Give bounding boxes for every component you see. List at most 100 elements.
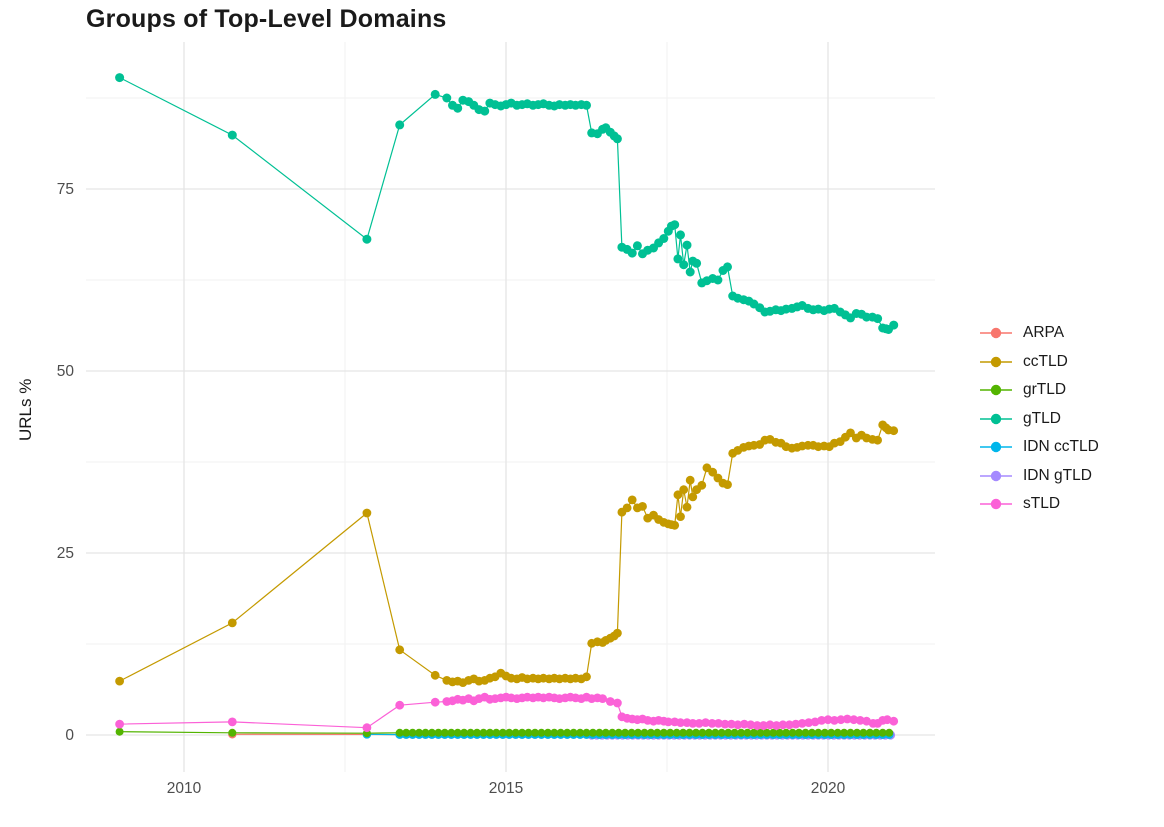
data-point bbox=[228, 728, 237, 737]
data-point bbox=[430, 670, 440, 680]
data-point bbox=[833, 728, 842, 737]
data-point bbox=[666, 728, 675, 737]
data-point bbox=[795, 728, 803, 737]
data-point bbox=[227, 618, 237, 628]
data-point bbox=[395, 645, 405, 655]
data-point bbox=[466, 728, 475, 737]
data-point bbox=[550, 728, 559, 737]
data-point bbox=[659, 728, 668, 737]
y-tick-label: 0 bbox=[65, 727, 74, 744]
legend-label: IDN gTLD bbox=[1023, 466, 1092, 484]
data-point bbox=[479, 728, 488, 737]
series-stld bbox=[115, 692, 899, 733]
data-point bbox=[531, 728, 539, 737]
legend-label: ARPA bbox=[1023, 324, 1065, 342]
data-point bbox=[752, 721, 762, 730]
data-point bbox=[659, 234, 669, 243]
data-point bbox=[830, 716, 839, 725]
data-point bbox=[638, 502, 647, 511]
data-point bbox=[608, 728, 617, 737]
data-point bbox=[646, 728, 655, 737]
data-point bbox=[853, 728, 861, 737]
data-point bbox=[724, 728, 733, 737]
data-point bbox=[873, 435, 882, 445]
data-point bbox=[576, 728, 585, 737]
data-point bbox=[676, 230, 685, 240]
data-point bbox=[556, 728, 565, 737]
data-point bbox=[872, 728, 881, 737]
legend-key-grtld-icon bbox=[980, 385, 1012, 396]
data-point bbox=[543, 728, 552, 737]
data-point bbox=[737, 728, 746, 737]
data-point bbox=[447, 728, 456, 737]
data-point bbox=[865, 728, 874, 737]
legend-key-gtld-icon bbox=[980, 413, 1012, 424]
data-point bbox=[362, 234, 372, 244]
data-point bbox=[362, 723, 372, 733]
data-point bbox=[889, 716, 899, 726]
data-point bbox=[698, 728, 707, 737]
data-point bbox=[743, 728, 752, 737]
data-point bbox=[395, 700, 405, 710]
data-point bbox=[772, 721, 781, 730]
data-point bbox=[746, 720, 756, 730]
data-point bbox=[524, 728, 533, 737]
data-point bbox=[846, 428, 855, 438]
data-point bbox=[621, 728, 630, 737]
data-point bbox=[704, 728, 713, 737]
data-point bbox=[889, 320, 899, 330]
data-point bbox=[453, 103, 463, 113]
data-point bbox=[878, 728, 887, 737]
data-point bbox=[440, 728, 449, 737]
legend-key-cctld-icon bbox=[980, 356, 1012, 367]
data-point bbox=[682, 502, 692, 512]
data-point bbox=[673, 490, 683, 500]
data-point bbox=[855, 716, 865, 725]
data-point bbox=[672, 728, 681, 737]
data-point bbox=[679, 260, 689, 270]
data-point bbox=[614, 728, 623, 737]
data-point bbox=[711, 728, 720, 737]
data-point bbox=[430, 697, 440, 707]
data-point bbox=[723, 262, 732, 272]
data-point bbox=[227, 130, 237, 140]
data-point bbox=[762, 728, 771, 737]
legend-item-idn-cctld: IDN ccTLD bbox=[978, 433, 1099, 462]
data-point bbox=[820, 728, 829, 737]
data-point bbox=[846, 728, 855, 737]
data-point bbox=[756, 728, 765, 737]
data-point bbox=[670, 520, 680, 530]
chart-title: Groups of Top-Level Domains bbox=[86, 5, 447, 33]
legend: ARPA ccTLD grTLD gTLD IDN ccTLD IDN gTLD sTLD bbox=[978, 319, 1099, 519]
data-point bbox=[673, 254, 683, 264]
legend-label: sTLD bbox=[1023, 495, 1061, 513]
data-point bbox=[788, 728, 797, 737]
legend-label: IDN ccTLD bbox=[1023, 438, 1099, 456]
legend-item-cctld: ccTLD bbox=[978, 348, 1099, 377]
data-point bbox=[670, 220, 680, 230]
y-axis-title: URLs % bbox=[16, 378, 35, 441]
data-point bbox=[632, 241, 642, 251]
legend-key-arpa-icon bbox=[980, 328, 1012, 339]
data-point bbox=[769, 728, 778, 737]
data-point bbox=[679, 485, 689, 495]
data-point bbox=[480, 106, 490, 116]
data-point bbox=[817, 716, 826, 725]
data-point bbox=[688, 719, 698, 728]
data-point bbox=[692, 728, 700, 737]
data-point bbox=[714, 719, 723, 728]
data-point bbox=[395, 120, 405, 130]
data-point bbox=[807, 728, 816, 737]
series-cctld bbox=[115, 420, 899, 687]
data-point bbox=[613, 698, 622, 708]
data-point bbox=[730, 728, 739, 737]
data-point bbox=[676, 512, 685, 521]
data-point bbox=[739, 719, 749, 729]
y-tick-label: 25 bbox=[57, 545, 74, 562]
data-point bbox=[749, 728, 758, 737]
data-point bbox=[859, 728, 868, 737]
data-point bbox=[778, 720, 788, 730]
series-gtld bbox=[115, 73, 899, 334]
